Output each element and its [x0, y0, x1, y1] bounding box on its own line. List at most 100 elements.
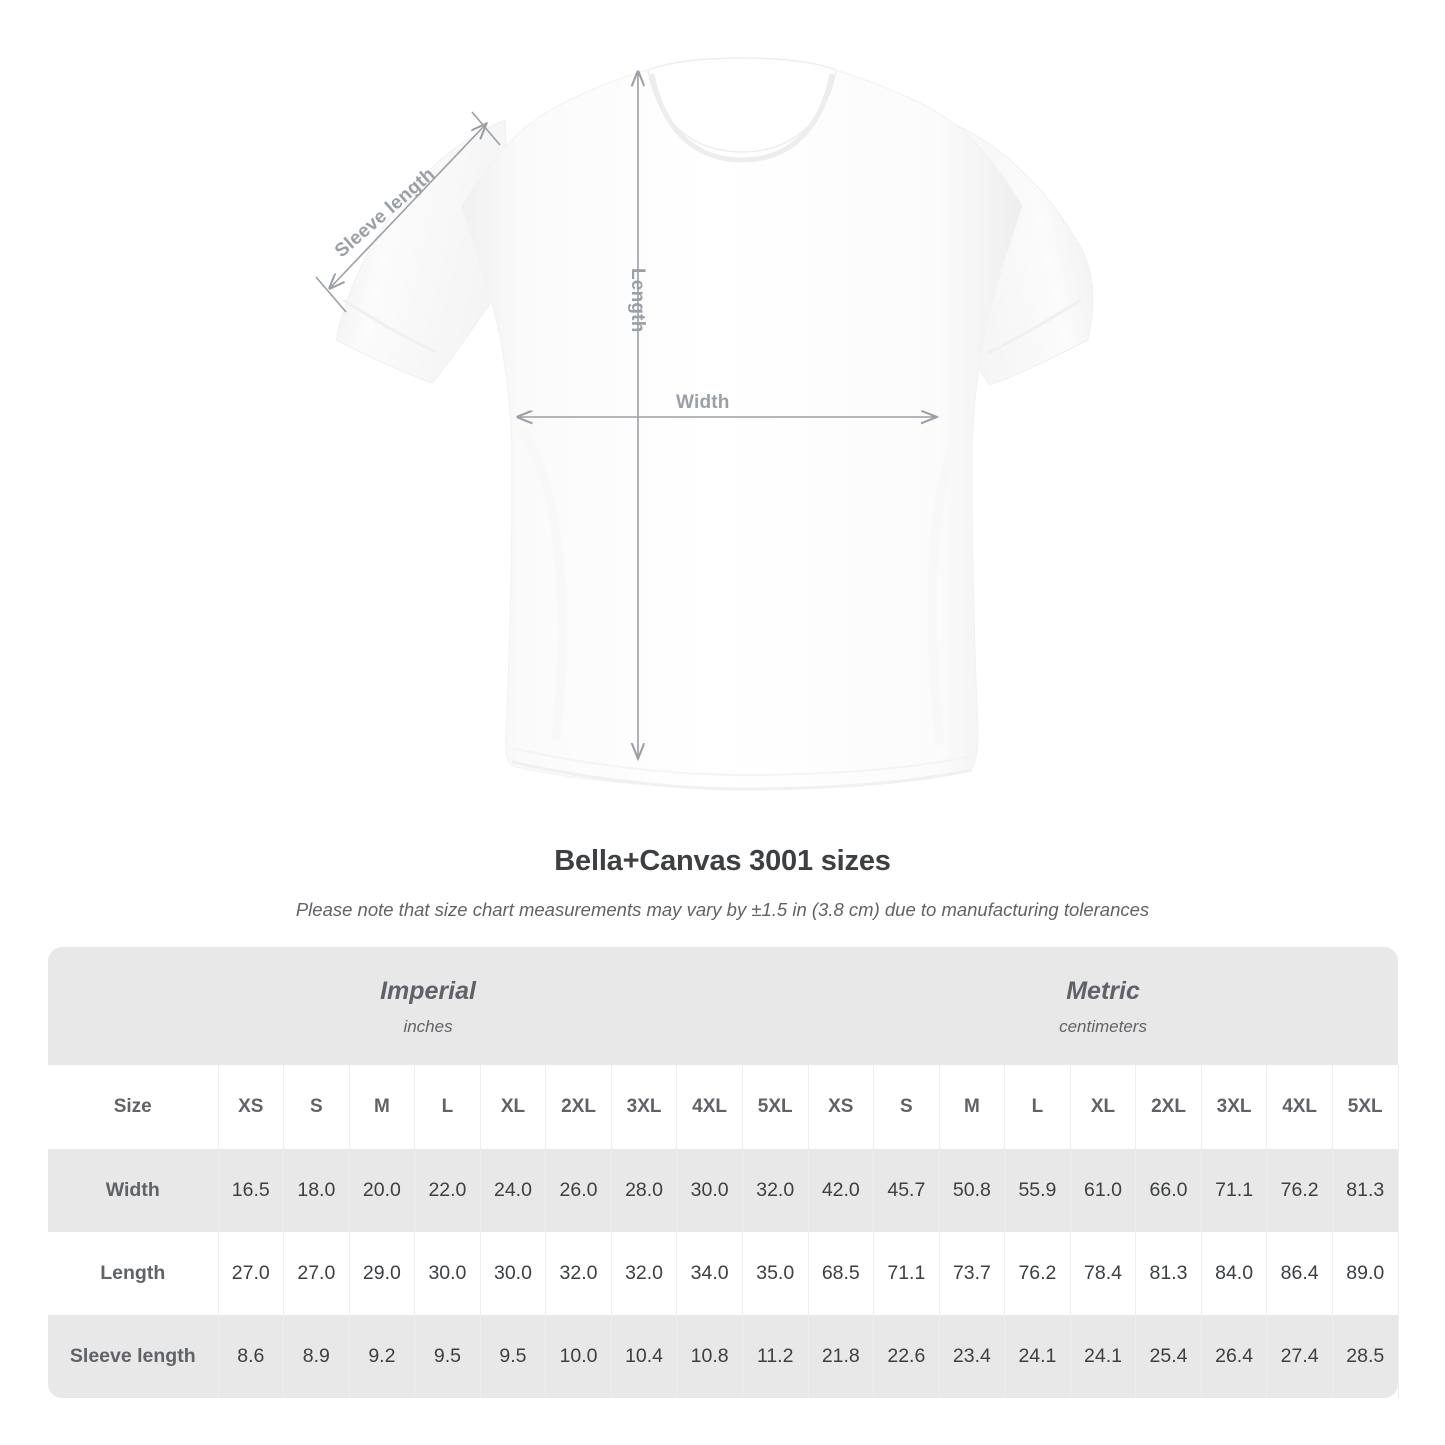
- imperial-banner-cell: Imperial inches: [48, 947, 809, 1065]
- table-row: Sleeve length 8.6 8.9 9.2 9.5 9.5 10.0 10.4 10.8…: [48, 1315, 1399, 1398]
- sleeve-cap-upper: [471, 111, 501, 146]
- metric-banner-cell: Metric centimeters: [808, 947, 1399, 1065]
- measurement-cell: 10.0: [545, 1315, 612, 1398]
- size-header-cell: 4XL: [676, 1065, 743, 1149]
- measurement-cell: 8.6: [217, 1315, 285, 1398]
- measurement-cell: 30.0: [479, 1232, 547, 1315]
- measurement-cell: 27.4: [1266, 1315, 1333, 1398]
- measurement-cell: 45.7: [873, 1149, 940, 1232]
- measurement-cell: 20.0: [348, 1149, 416, 1232]
- measurement-cell: 71.1: [1200, 1149, 1268, 1232]
- measurement-cell: 84.0: [1200, 1232, 1268, 1315]
- measurement-cell: 78.4: [1069, 1232, 1137, 1315]
- measurement-cell: 18.0: [283, 1149, 350, 1232]
- size-header-cell: 2XL: [1135, 1065, 1202, 1149]
- size-chart-table-container: Imperial inches Metric centimeters Size …: [48, 947, 1399, 1398]
- measurement-cell: 81.3: [1331, 1149, 1399, 1232]
- measurement-cell: 73.7: [938, 1232, 1006, 1315]
- measurement-cell: 24.0: [479, 1149, 547, 1232]
- measurement-cell: 11.2: [741, 1315, 809, 1398]
- size-header-cell: L: [1004, 1065, 1071, 1149]
- measurement-cell: 50.8: [938, 1149, 1006, 1232]
- measurement-cell: 32.0: [741, 1149, 809, 1232]
- measurement-cell: 16.5: [217, 1149, 285, 1232]
- shirt-fold-right: [927, 427, 965, 746]
- measurement-cell: 66.0: [1135, 1149, 1202, 1232]
- measurement-cell: 32.0: [610, 1232, 678, 1315]
- measurement-cell: 9.5: [414, 1315, 481, 1398]
- shirt-left-sleeve-hem: [342, 298, 437, 354]
- measurement-cell: 9.2: [348, 1315, 416, 1398]
- measurement-cell: 27.0: [217, 1232, 285, 1315]
- metric-unit-sub: centimeters: [1059, 1016, 1147, 1036]
- measurement-cell: 21.8: [807, 1315, 875, 1398]
- metric-unit-name: Metric: [1066, 976, 1140, 1005]
- measurement-cell: 68.5: [807, 1232, 875, 1315]
- table-row: Width 16.5 18.0 20.0 22.0 24.0 26.0 28.0 30.0 32.…: [48, 1149, 1399, 1232]
- size-header-cell: M: [348, 1065, 416, 1149]
- measurement-cell: 76.2: [1004, 1232, 1071, 1315]
- size-header-cell: S: [283, 1065, 350, 1149]
- size-header-cell: 2XL: [545, 1065, 612, 1149]
- measurement-cell: 34.0: [676, 1232, 743, 1315]
- measurement-cell: 10.4: [610, 1315, 678, 1398]
- tshirt-illustration: [315, 57, 1094, 791]
- measurement-cell: 24.1: [1004, 1315, 1071, 1398]
- sleeve-cap-lower: [315, 276, 347, 313]
- size-header-cell: XL: [1069, 1065, 1137, 1149]
- shirt-fold-left: [516, 427, 567, 741]
- measurement-cell: 55.9: [1004, 1149, 1071, 1232]
- measurement-cell: 30.0: [676, 1149, 743, 1232]
- size-header-cell: M: [938, 1065, 1006, 1149]
- size-header-cell: 5XL: [1331, 1065, 1399, 1149]
- measurement-cell: 30.0: [414, 1232, 481, 1315]
- unit-banner-row: Imperial inches Metric centimeters: [48, 947, 1399, 1065]
- imperial-unit-name: Imperial: [380, 976, 476, 1005]
- size-header-cell: XL: [479, 1065, 547, 1149]
- width-label: Width: [676, 392, 730, 413]
- measurement-cell: 23.4: [938, 1315, 1006, 1398]
- measurement-cell: 86.4: [1266, 1232, 1333, 1315]
- tolerance-note: Please note that size chart measurements…: [295, 899, 1150, 920]
- measurement-cell: 10.8: [676, 1315, 743, 1398]
- size-header-cell: 4XL: [1266, 1065, 1333, 1149]
- shirt-collar: [647, 57, 837, 153]
- shirt-right-sleeve-hem: [987, 298, 1082, 355]
- measurement-cell: 9.5: [479, 1315, 547, 1398]
- size-header-cell: L: [414, 1065, 481, 1149]
- chart-heading-block: Bella+Canvas 3001 sizes Please note that…: [0, 845, 1445, 921]
- size-header-cell: XS: [807, 1065, 875, 1149]
- imperial-unit-sub: inches: [403, 1016, 453, 1036]
- measurement-cell: 61.0: [1069, 1149, 1137, 1232]
- size-header-cell: 3XL: [610, 1065, 678, 1149]
- measurement-cell: 24.1: [1069, 1315, 1137, 1398]
- shirt-hem: [511, 760, 973, 791]
- size-header-cell: 3XL: [1200, 1065, 1268, 1149]
- measurement-cell: 32.0: [545, 1232, 612, 1315]
- size-header-cell: XS: [217, 1065, 285, 1149]
- row-label-cell: Width: [48, 1149, 219, 1232]
- size-header-cell: 5XL: [741, 1065, 809, 1149]
- size-header-row: Size XS S M L XL 2XL 3XL 4XL 5XL XS S M L XL 2XL 3XL 4XL…: [48, 1065, 1399, 1149]
- size-header-label: Size: [48, 1065, 219, 1149]
- tshirt-measurement-diagram: Width Length Sleeve length: [315, 57, 1094, 791]
- row-label-cell: Length: [48, 1232, 219, 1315]
- measurement-cell: 27.0: [283, 1232, 350, 1315]
- measurement-cell: 25.4: [1135, 1315, 1202, 1398]
- measurement-cell: 71.1: [873, 1232, 940, 1315]
- measurement-cell: 81.3: [1135, 1232, 1202, 1315]
- measurement-cell: 76.2: [1266, 1149, 1333, 1232]
- measurement-cell: 22.6: [873, 1315, 940, 1398]
- size-header-cell: S: [873, 1065, 940, 1149]
- measurement-cell: 28.5: [1331, 1315, 1399, 1398]
- measurement-cell: 8.9: [283, 1315, 350, 1398]
- sleeve-length-arrow: [330, 124, 486, 288]
- measurement-cell: 89.0: [1331, 1232, 1399, 1315]
- page-title: Bella+Canvas 3001 sizes: [554, 845, 891, 877]
- measurement-cell: 26.0: [545, 1149, 612, 1232]
- measurement-cell: 26.4: [1200, 1315, 1268, 1398]
- row-label-cell: Sleeve length: [48, 1315, 219, 1398]
- measurement-cell: 28.0: [610, 1149, 678, 1232]
- table-row: Length 27.0 27.0 29.0 30.0 30.0 32.0 32.0 34.0 35…: [48, 1232, 1399, 1315]
- measurement-cell: 35.0: [741, 1232, 809, 1315]
